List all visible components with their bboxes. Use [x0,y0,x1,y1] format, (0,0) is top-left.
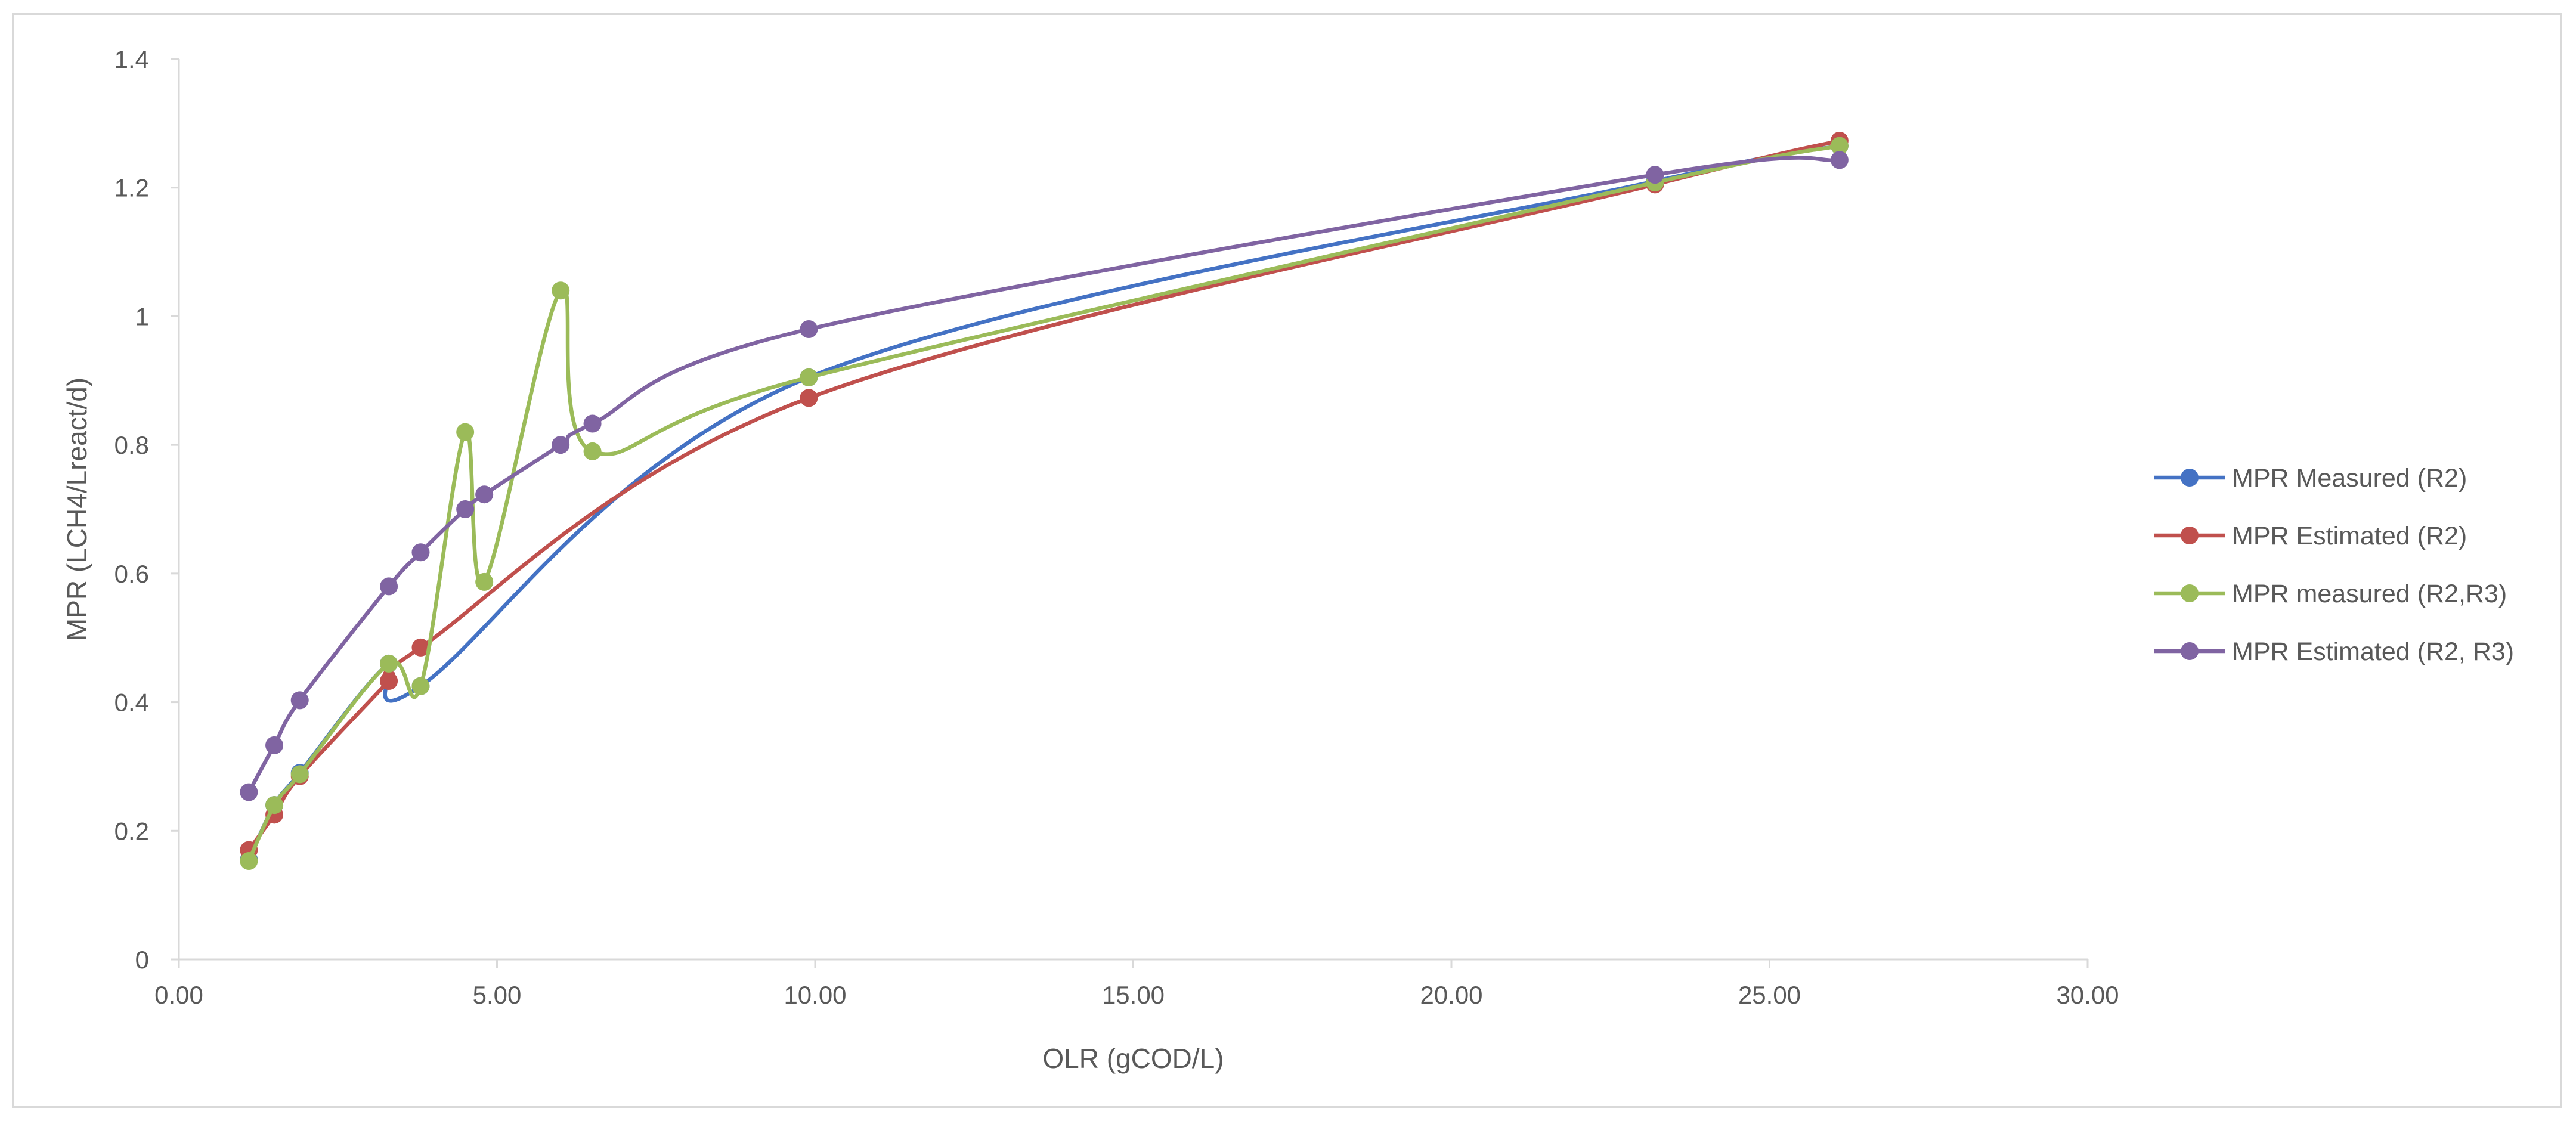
data-point [411,677,430,695]
data-point [552,436,570,454]
legend-item: MPR Estimated (R2, R3) [2154,637,2514,666]
legend-marker [2181,642,2199,660]
x-tick-label: 30.00 [2056,981,2119,1009]
y-tick-label: 0.8 [114,431,149,459]
data-point [475,572,494,591]
series-line [247,144,1842,863]
series-3 [240,137,1849,870]
legend-label: MPR measured (R2,R3) [2232,580,2507,608]
data-point [800,320,818,338]
data-point [240,783,258,801]
data-point [380,654,398,673]
data-point [456,500,475,518]
data-point [552,281,570,300]
legend-label: MPR Estimated (R2) [2232,522,2467,550]
line-chart: 0 0.2 0.4 0.6 0.8 1 1.2 1.4 0.00 5.00 10.00 15.00 20… [61,45,2514,1074]
legend-marker [2181,527,2199,544]
y-tick-label: 0.2 [114,817,149,845]
data-point [583,442,602,460]
x-tick-label: 0.00 [154,981,203,1009]
data-point [800,368,818,386]
data-point [475,485,494,504]
data-point [380,671,398,690]
y-tick-label: 0 [135,946,149,974]
legend-item: MPR measured (R2,R3) [2154,580,2507,608]
legend-item: MPR Estimated (R2) [2154,522,2467,550]
x-axis-title: OLR (gCOD/L) [1042,1043,1224,1074]
y-tick-label: 1.2 [114,174,149,202]
legend-marker [2181,584,2199,602]
data-point [456,423,475,441]
data-point [240,851,258,870]
series-layer [240,131,1849,870]
chart-frame: 0 0.2 0.4 0.6 0.8 1 1.2 1.4 0.00 5.00 10.00 15.00 20… [12,13,2562,1108]
data-point [583,414,602,433]
data-point [411,638,430,657]
series-line [247,144,1842,862]
data-point [290,765,309,784]
y-axis-title: MPR (LCH4/Lreact/d) [61,377,92,641]
y-tick-label: 1 [135,302,149,330]
data-point [800,389,818,407]
y-tick-label: 0.6 [114,560,149,588]
data-point [265,796,284,815]
data-point [411,543,430,562]
legend-marker [2181,469,2199,487]
axes: 0 0.2 0.4 0.6 0.8 1 1.2 1.4 0.00 5.00 10.00 15.00 20… [114,45,2119,1009]
x-tick-label: 5.00 [473,981,522,1009]
series-line [247,156,1842,794]
data-point [290,691,309,710]
series-4 [240,151,1849,801]
data-point [1830,151,1849,169]
data-point [1830,137,1849,155]
x-tick-label: 20.00 [1420,981,1482,1009]
x-tick-label: 10.00 [784,981,846,1009]
data-point [380,577,398,596]
x-tick-label: 15.00 [1102,981,1165,1009]
data-point [265,736,284,754]
legend-label: MPR Measured (R2) [2232,464,2467,493]
legend-label: MPR Estimated (R2, R3) [2232,637,2514,666]
legend: MPR Measured (R2) MPR Estimated (R2) MPR m… [2154,464,2514,666]
y-tick-label: 1.4 [114,45,149,73]
legend-item: MPR Measured (R2) [2154,464,2467,493]
y-tick-label: 0.4 [114,689,149,717]
data-point [1646,166,1664,184]
x-tick-label: 25.00 [1738,981,1801,1009]
